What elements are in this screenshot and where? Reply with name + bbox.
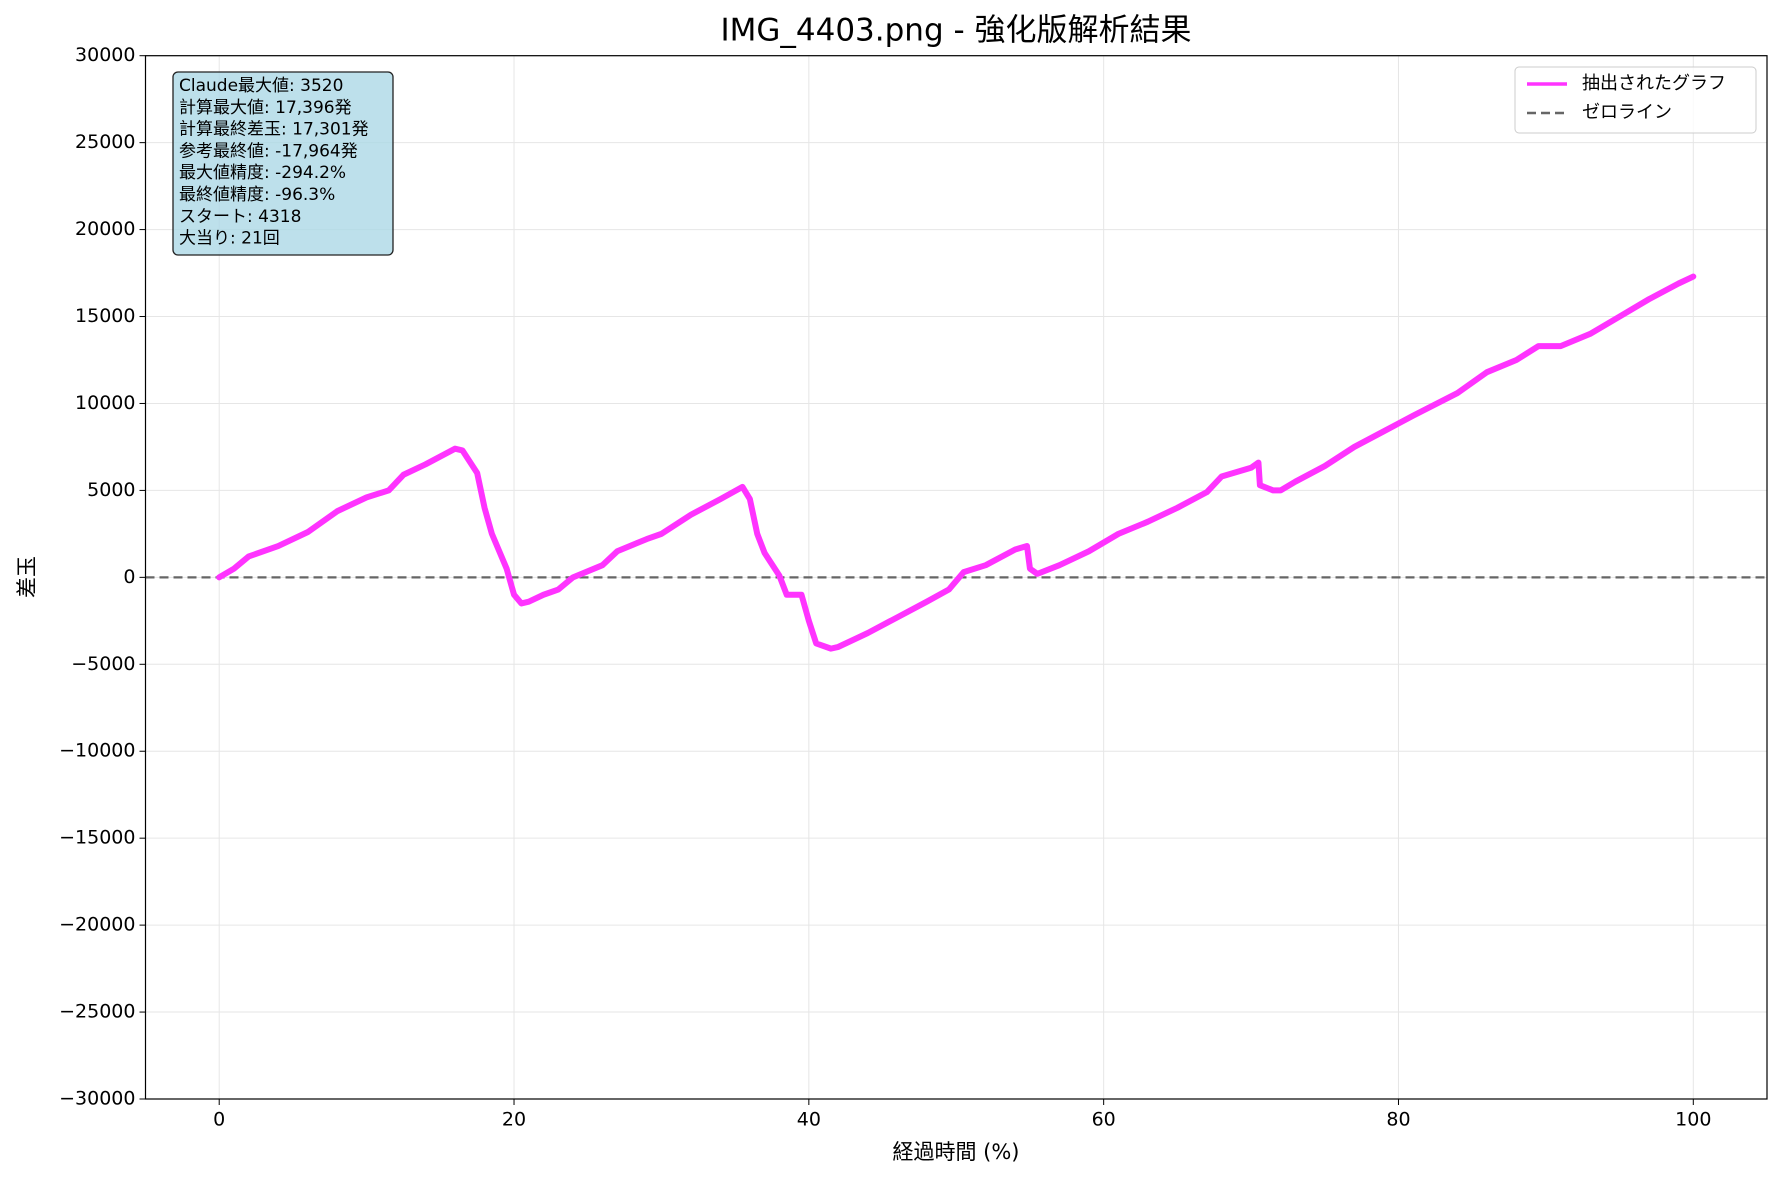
y-tick-label: 30000	[75, 44, 135, 66]
info-line: 計算最大値: 17,396発	[179, 98, 352, 118]
info-line: 最大値精度: -294.2%	[179, 163, 346, 183]
plot-frame	[144, 55, 1768, 1100]
info-line: 計算最終差玉: 17,301発	[179, 120, 369, 140]
x-axis-label: 経過時間 (%)	[892, 1140, 1019, 1164]
data-line	[216, 273, 1697, 652]
legend-label: 抽出されたグラフ	[1582, 73, 1726, 94]
x-tick-label: 100	[1675, 1109, 1711, 1131]
info-line: 大当り: 21回	[179, 229, 280, 249]
info-box-bg	[172, 71, 394, 256]
info-line: 最終値精度: -96.3%	[179, 185, 335, 205]
y-tick-label: 20000	[75, 218, 135, 240]
info-line: 参考最終値: -17,964発	[179, 141, 358, 161]
legend-label: ゼロライン	[1582, 102, 1672, 123]
y-tick-label: −10000	[59, 740, 135, 762]
y-tick-label: −20000	[59, 914, 135, 936]
legend-bg	[1514, 66, 1757, 134]
y-tick-label: −5000	[71, 653, 135, 675]
y-tick-label: 5000	[87, 479, 135, 501]
x-tick-label: 0	[213, 1109, 225, 1131]
y-axis-label: 差玉	[15, 556, 39, 598]
y-tick-label: 0	[123, 566, 135, 588]
y-tick-label: −15000	[59, 827, 135, 849]
chart-title: IMG_4403.png - 強化版解析結果	[720, 13, 1191, 49]
info-line: Claude最大値: 3520	[179, 76, 343, 96]
y-tick-label: 25000	[75, 131, 135, 153]
x-tick-label: 40	[797, 1109, 821, 1131]
y-tick-label: −25000	[59, 1001, 135, 1023]
y-tick-label: −30000	[59, 1088, 135, 1110]
x-tick-label: 20	[502, 1109, 526, 1131]
x-tick-label: 60	[1092, 1109, 1116, 1131]
x-tick-label: 80	[1386, 1109, 1410, 1131]
info-line: スタート: 4318	[179, 207, 301, 227]
y-tick-label: 15000	[75, 305, 135, 327]
y-tick-label: 10000	[75, 392, 135, 414]
